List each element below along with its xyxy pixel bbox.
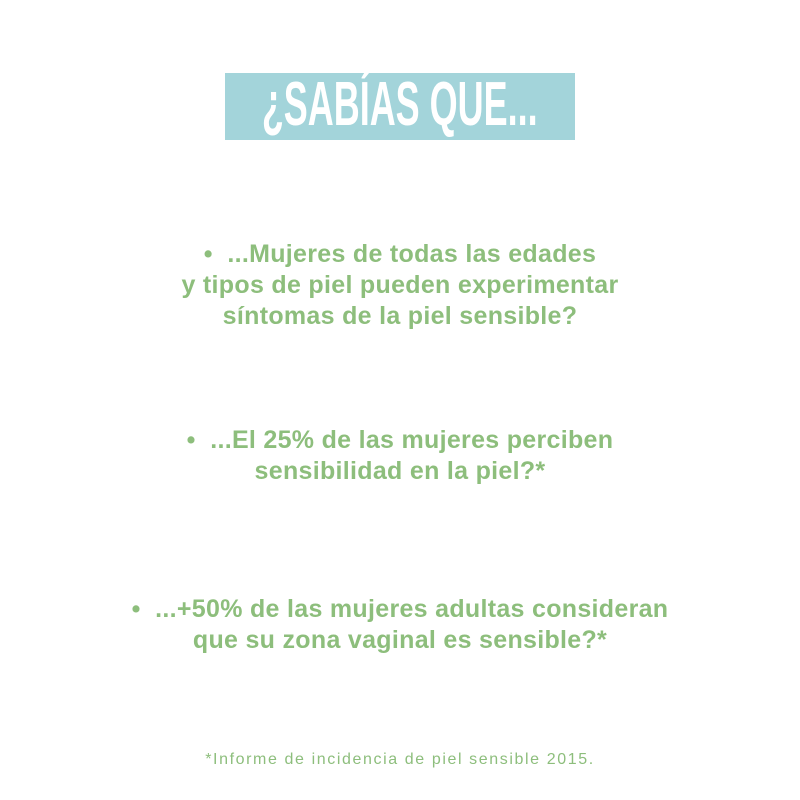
fact-line: sensibilidad en la piel?*: [254, 457, 546, 485]
fact-item-50-percent: • ...+50% de las mujeres adultas conside…: [0, 594, 800, 656]
fact-line: que su zona vaginal es sensible?*: [192, 626, 608, 654]
banner: ¿SABÍAS QUE...: [225, 73, 575, 140]
fact-line: • ...El 25% de las mujeres perciben: [186, 426, 614, 454]
fact-line: y tipos de piel pueden experimentar: [181, 271, 619, 299]
fact-item-25-percent: • ...El 25% de las mujeres perciben sens…: [0, 425, 800, 487]
fact-item-ages: • ...Mujeres de todas las edades y tipos…: [0, 239, 800, 332]
footnote: *Informe de incidencia de piel sensible …: [205, 751, 595, 768]
fact-line: • ...+50% de las mujeres adultas conside…: [131, 595, 669, 623]
fact-line: • ...Mujeres de todas las edades: [203, 240, 597, 268]
banner-title: ¿SABÍAS QUE...: [262, 69, 538, 139]
fact-line: síntomas de la piel sensible?: [222, 302, 578, 330]
